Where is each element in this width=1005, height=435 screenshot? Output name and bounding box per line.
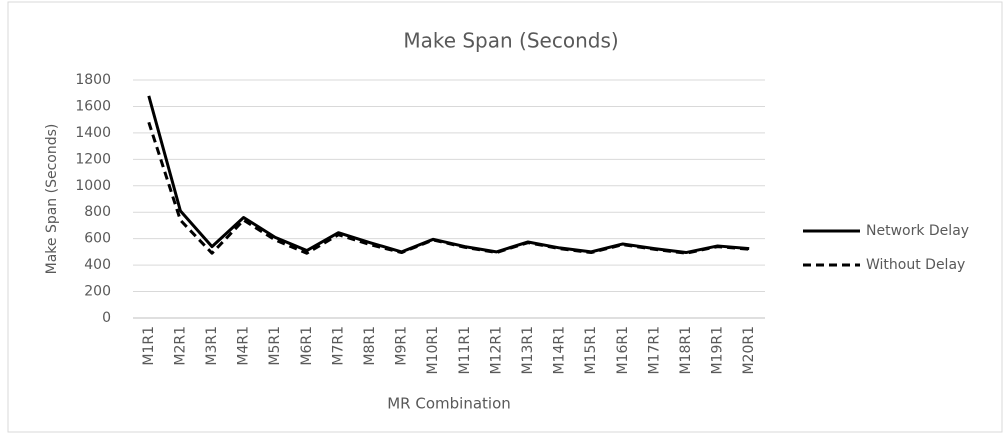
x-tick-label: M17R1	[646, 326, 662, 375]
x-tick-label: M15R1	[583, 326, 599, 375]
x-tick-label: M19R1	[710, 326, 726, 375]
x-tick-label: M18R1	[678, 326, 694, 375]
x-tick-label: M20R1	[741, 326, 757, 375]
y-tick-label: 1000	[75, 178, 111, 194]
y-tick-label: 1600	[75, 98, 111, 114]
x-tick-label: M7R1	[330, 326, 346, 366]
y-tick-label: 400	[84, 257, 111, 273]
chart-frame	[7, 1, 1003, 433]
x-tick-label: M11R1	[457, 326, 473, 375]
legend-label: Without Delay	[866, 257, 965, 273]
x-axis-label: MR Combination	[387, 395, 511, 413]
x-tick-label: M16R1	[615, 326, 631, 375]
y-axis-label: Make Span (Seconds)	[44, 124, 60, 275]
x-tick-label: M4R1	[236, 326, 252, 366]
x-tick-label: M9R1	[394, 326, 410, 366]
x-tick-label: M5R1	[267, 326, 283, 366]
x-tick-label: M14R1	[552, 326, 568, 375]
series-line	[147, 121, 750, 255]
x-tick-label: M13R1	[520, 326, 536, 375]
chart-title: Make Span (Seconds)	[403, 29, 618, 53]
legend-label: Network Delay	[866, 223, 969, 239]
y-tick-label: 1400	[75, 125, 111, 141]
x-tick-label: M6R1	[299, 326, 315, 366]
x-tick-label: M10R1	[425, 326, 441, 375]
y-tick-label: 0	[102, 310, 111, 326]
x-tick-label: M2R1	[172, 326, 188, 366]
y-tick-label: 600	[84, 231, 111, 247]
x-tick-label: M3R1	[204, 326, 220, 366]
x-tick-label: M12R1	[488, 326, 504, 375]
y-tick-label: 800	[84, 204, 111, 220]
y-tick-label: 1800	[75, 72, 111, 88]
y-tick-label: 1200	[75, 151, 111, 167]
y-tick-label: 200	[84, 284, 111, 300]
x-tick-label: M8R1	[362, 326, 378, 366]
x-tick-label: M1R1	[141, 326, 157, 366]
